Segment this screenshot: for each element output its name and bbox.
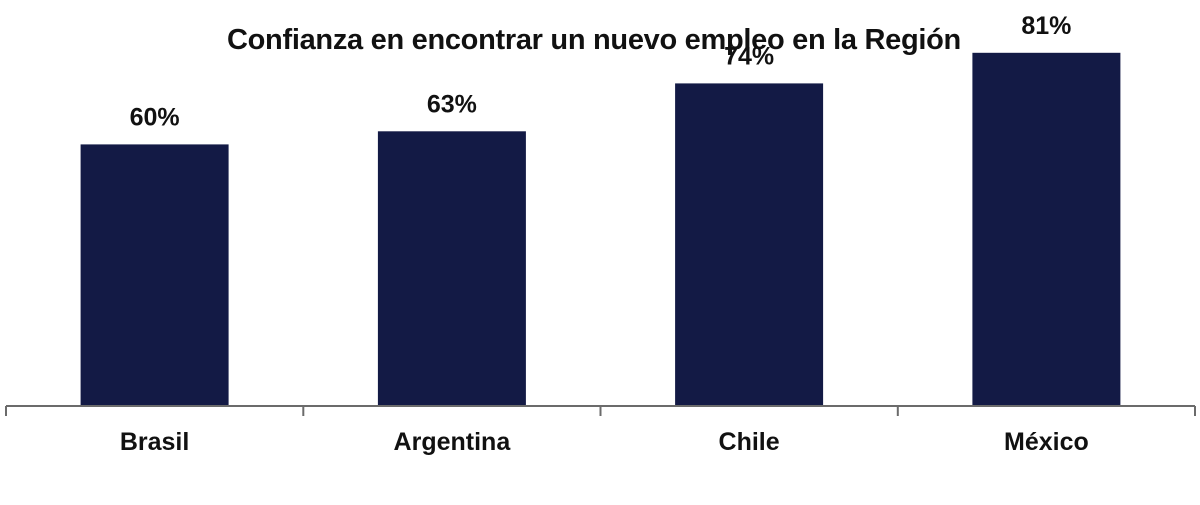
data-label: 63% [427, 90, 477, 118]
chart-title: Confianza en encontrar un nuevo empleo e… [227, 24, 961, 56]
x-tick-label: Chile [719, 428, 780, 456]
bar-brasil [80, 144, 229, 406]
bar-argentina [377, 131, 526, 407]
x-tick-label: México [1004, 428, 1089, 456]
bar-chile [675, 83, 824, 407]
data-label: 74% [724, 42, 774, 70]
bar-méxico [972, 52, 1121, 407]
x-tick-label: Argentina [394, 428, 512, 456]
data-label: 81% [1021, 12, 1071, 40]
x-tick-label: Brasil [120, 428, 189, 456]
data-label: 60% [130, 103, 180, 131]
